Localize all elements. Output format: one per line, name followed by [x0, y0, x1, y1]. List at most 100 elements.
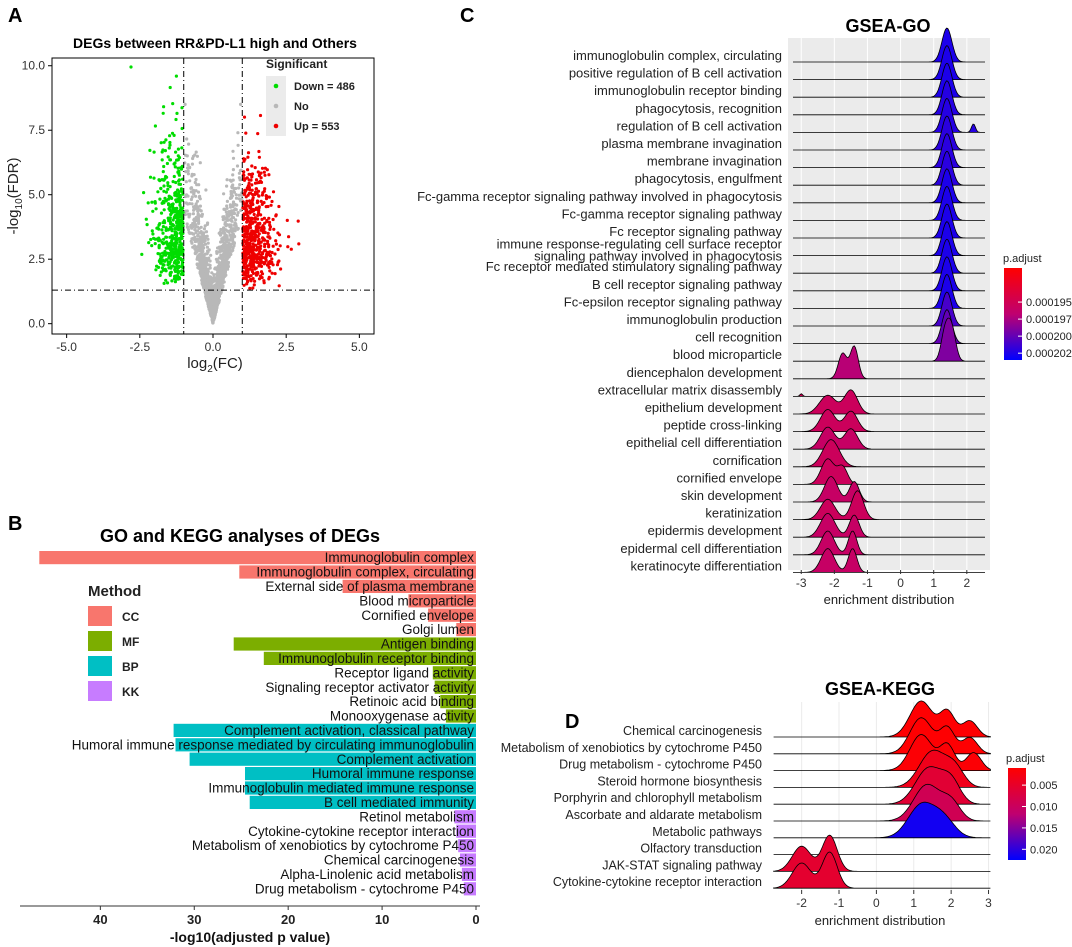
- volcano-legend: Significant Down = 486 No Up = 553: [266, 57, 355, 136]
- volcano-point: [204, 230, 209, 234]
- ridge: [793, 221, 985, 256]
- volcano-point: [155, 226, 159, 230]
- volcano-point: [197, 219, 201, 223]
- volcano-point: [244, 212, 249, 216]
- volcano-point: [151, 232, 155, 236]
- volcano-point: [270, 257, 274, 261]
- ridge-x-tick-label: -1: [834, 896, 845, 910]
- ridge-label: Chemical carcinogenesis: [623, 724, 762, 738]
- volcano-point: [160, 259, 164, 263]
- volcano-point: [159, 186, 163, 190]
- ridge-label: epithelial cell differentiation: [626, 435, 782, 450]
- ridge-label: immunoglobulin production: [627, 312, 782, 327]
- volcano-point: [157, 236, 161, 240]
- ridge-label: Fc receptor signaling pathway: [609, 224, 782, 239]
- volcano-point: [256, 213, 260, 217]
- ridge: [793, 150, 985, 186]
- volcano-point: [189, 223, 193, 228]
- volcano-point: [273, 272, 277, 276]
- volcano-point: [157, 246, 161, 250]
- volcano-point: [233, 221, 237, 225]
- volcano-point: [168, 140, 172, 145]
- volcano-point: [173, 266, 177, 270]
- volcano-point: [259, 270, 264, 274]
- volcano-point: [238, 183, 242, 187]
- ridge-x-tick-label: 1: [930, 576, 937, 590]
- volcano-point: [163, 149, 167, 153]
- volcano-point: [257, 155, 261, 159]
- bars: [39, 551, 477, 896]
- volcano-point: [190, 162, 194, 166]
- volcano-point: [245, 282, 249, 286]
- volcano-point: [150, 244, 154, 248]
- volcano-point: [246, 151, 251, 155]
- bar-label: Cytokine-cytokine receptor interaction: [248, 824, 474, 839]
- colorbar-tick-label: 0.005: [1030, 780, 1058, 792]
- gsea-go-panel-bg: [788, 38, 990, 570]
- volcano-point: [252, 212, 256, 217]
- volcano-point: [248, 199, 252, 203]
- bar: [342, 579, 476, 593]
- volcano-point: [206, 276, 210, 280]
- gsea-kegg-colorbar-gradient: [1008, 768, 1026, 860]
- ridge: [793, 168, 985, 204]
- volcano-point: [239, 168, 243, 172]
- volcano-point: [196, 225, 200, 229]
- volcano-point: [168, 134, 172, 138]
- volcano-point: [222, 262, 227, 266]
- volcano-point: [215, 289, 219, 293]
- volcano-point: [151, 209, 155, 213]
- volcano-point: [251, 242, 255, 246]
- legend-label-bp: BP: [122, 660, 139, 674]
- ridge-label: regulation of B cell activation: [617, 118, 782, 133]
- volcano-point: [274, 239, 278, 243]
- volcano-point: [270, 271, 274, 275]
- volcano-point: [173, 259, 178, 263]
- bar-label: Receptor ligand activity: [334, 665, 474, 680]
- ridge-label: keratinization: [705, 506, 782, 521]
- volcano-point: [219, 285, 223, 289]
- volcano-legend-title: Significant: [266, 57, 327, 71]
- volcano-point: [257, 237, 261, 242]
- volcano-point: [216, 246, 220, 250]
- volcano-point: [180, 146, 184, 150]
- volcano-point: [169, 196, 173, 200]
- volcano-point: [183, 212, 187, 217]
- volcano-point: [180, 229, 184, 233]
- volcano-point: [184, 194, 188, 199]
- volcano-point: [217, 298, 221, 302]
- volcano-point: [207, 279, 211, 283]
- volcano-point: [203, 280, 207, 284]
- volcano-point: [231, 239, 235, 243]
- volcano-point: [225, 184, 229, 188]
- gsea-kegg-x-label: enrichment distribution: [815, 913, 946, 928]
- bar-label: Complement activation, classical pathway: [224, 723, 474, 738]
- volcano-point: [153, 242, 157, 246]
- volcano-point: [220, 264, 224, 269]
- volcano-point: [263, 166, 267, 170]
- volcano-point: [256, 189, 261, 193]
- volcano-point: [197, 247, 202, 251]
- bar-label: Humoral immune response: [312, 766, 474, 781]
- volcano-point: [162, 184, 166, 188]
- ridge: [793, 203, 985, 239]
- volcano-point: [142, 191, 146, 195]
- volcano-point: [257, 222, 261, 226]
- volcano-point: [251, 277, 255, 281]
- ridge: [793, 274, 985, 309]
- volcano-point: [176, 166, 180, 170]
- volcano-point: [230, 219, 234, 223]
- volcano-point: [161, 201, 165, 205]
- volcano-point: [140, 252, 144, 256]
- volcano-point: [159, 211, 164, 215]
- volcano-point: [178, 182, 183, 186]
- volcano-point: [161, 170, 165, 174]
- volcano-point: [198, 194, 202, 198]
- volcano-point: [216, 270, 220, 274]
- volcano-threshold-lines: [52, 58, 374, 334]
- volcano-point: [196, 213, 200, 217]
- volcano-point: [254, 178, 259, 182]
- volcano-point: [216, 276, 221, 280]
